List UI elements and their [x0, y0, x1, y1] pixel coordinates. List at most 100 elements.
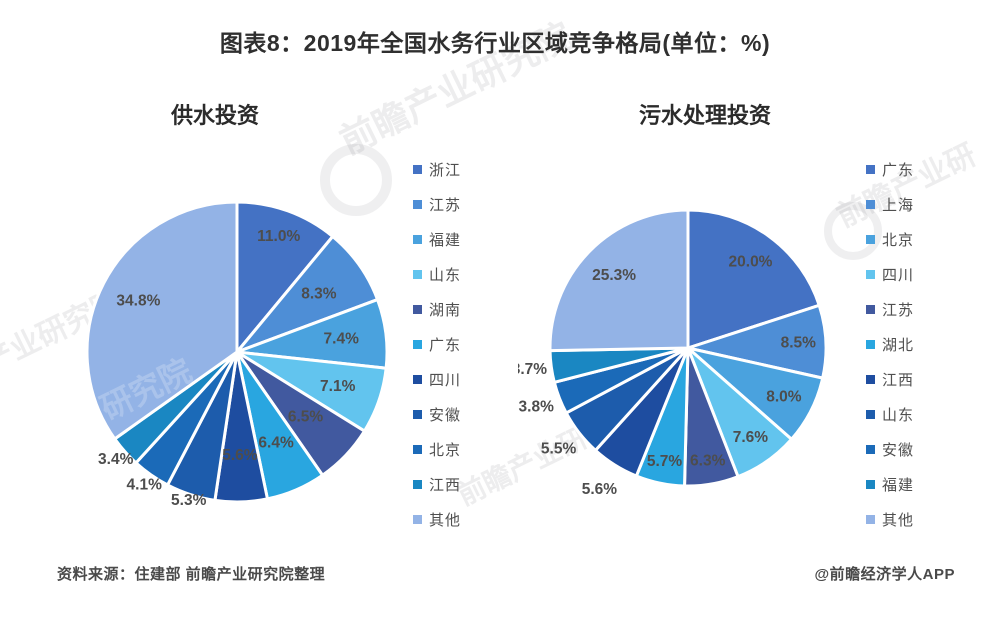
legend-item: 江西 [866, 368, 914, 390]
pie-slice-label: 5.6% [222, 447, 258, 464]
pie-slice [235, 200, 335, 354]
legend-item: 福建 [413, 228, 461, 250]
pie-chart-water-supply: 11.0% 8.3% 7.4% 7.1% 6.5% 6.4%5.6% 5.3% 4.1% 3.4… [85, 200, 389, 509]
legend-item: 其他 [413, 508, 461, 530]
legend-label: 其他 [882, 511, 915, 529]
legend-label: 北京 [429, 441, 462, 459]
legend-label: 福建 [882, 476, 915, 494]
legend-swatch-icon [413, 164, 422, 174]
legend-item: 广东 [413, 333, 461, 355]
legend-item: 江苏 [866, 298, 914, 320]
pie-slice-label: 4.1% [127, 476, 163, 493]
legend-item: 四川 [866, 263, 914, 285]
pie-slice-label: 7.6% [733, 429, 769, 446]
pie-slice-label: 7.1% [320, 378, 356, 395]
legend-swatch-icon [866, 164, 875, 174]
pie-slice-label: 11.0% [257, 228, 300, 245]
legend-item: 其他 [866, 508, 914, 530]
pie-slice-label: 25.3% [592, 267, 636, 284]
legend-label: 山东 [882, 406, 915, 424]
pie-slice-label: 3.4% [98, 451, 134, 468]
legend-swatch-icon [866, 514, 875, 524]
pie-slice-label: 5.5% [541, 441, 577, 458]
legend-swatch-icon [413, 269, 422, 279]
legend-item: 广东 [866, 158, 914, 180]
footer-credit: @前瞻经济学人APP [814, 566, 955, 583]
legend-label: 湖南 [429, 301, 462, 319]
pie-slice-label: 8.5% [781, 334, 817, 351]
legend-label: 广东 [429, 336, 462, 354]
legend-item: 湖北 [866, 333, 914, 355]
legend-swatch-icon [413, 304, 422, 314]
legend-label: 江苏 [429, 196, 462, 214]
legend-water-supply: 浙江江苏福建山东湖南广东四川安徽北京江西其他 [413, 158, 461, 530]
legend-label: 广东 [882, 161, 915, 179]
pie-slice-label: 5.7% [647, 453, 683, 470]
legend-item: 湖南 [413, 298, 461, 320]
legend-label: 福建 [429, 231, 462, 249]
legend-label: 安徽 [882, 441, 915, 459]
pie-slice-label: 20.0% [729, 254, 773, 271]
legend-label: 江苏 [882, 301, 915, 319]
legend-item: 山东 [866, 403, 914, 425]
legend-swatch-icon [866, 339, 875, 349]
legend-item: 江苏 [413, 193, 461, 215]
legend-swatch-icon [413, 444, 422, 454]
legend-swatch-icon [413, 514, 422, 524]
legend-label: 浙江 [429, 161, 462, 179]
footer-source: 资料来源：住建部 前瞻产业研究院整理 [57, 566, 326, 583]
pie-slice-label: 34.8% [116, 293, 160, 310]
pie-chart-sewage-treatment: 20.0% 8.5% 8.0% 7.6% 6.3% 5.7% 5.6% 5.5% 3.8% 3.7… [518, 208, 828, 498]
legend-label: 江西 [882, 371, 915, 389]
subtitle-sewage-treatment: 污水处理投资 [638, 103, 771, 128]
legend-swatch-icon [866, 304, 875, 314]
pie-slice-label: 7.4% [324, 331, 360, 348]
legend-label: 江西 [429, 476, 462, 494]
legend-item: 安徽 [866, 438, 914, 460]
pie-slice-label: 6.5% [288, 409, 324, 426]
legend-label: 四川 [882, 266, 915, 284]
legend-swatch-icon [413, 199, 422, 209]
legend-item: 浙江 [413, 158, 461, 180]
legend-swatch-icon [413, 479, 422, 489]
legend-swatch-icon [866, 409, 875, 419]
pie-slice-label: 5.3% [171, 492, 207, 509]
legend-swatch-icon [413, 374, 422, 384]
legend-label: 山东 [429, 266, 462, 284]
pie-slice-label: 3.7% [518, 361, 547, 378]
legend-label: 北京 [882, 231, 915, 249]
legend-item: 四川 [413, 368, 461, 390]
legend-swatch-icon [866, 374, 875, 384]
pie-slice [548, 208, 690, 353]
legend-label: 湖北 [882, 336, 915, 354]
legend-item: 山东 [413, 263, 461, 285]
legend-swatch-icon [866, 269, 875, 279]
legend-item: 上海 [866, 193, 914, 215]
legend-swatch-icon [866, 199, 875, 209]
legend-item: 福建 [866, 473, 914, 495]
pie-slice-label: 8.3% [301, 285, 337, 302]
legend-item: 安徽 [413, 403, 461, 425]
chart-title: 图表8：2019年全国水务行业区域竞争格局(单位：%) [219, 30, 771, 56]
pie-slice-label: 5.6% [582, 481, 618, 498]
legend-item: 北京 [413, 438, 461, 460]
pie-slice-label: 6.3% [690, 452, 726, 469]
legend-item: 北京 [866, 228, 914, 250]
legend-swatch-icon [866, 444, 875, 454]
legend-label: 四川 [429, 371, 462, 389]
legend-swatch-icon [413, 234, 422, 244]
subtitle-water-supply: 供水投资 [170, 103, 259, 128]
legend-swatch-icon [866, 479, 875, 489]
pie-slice-label: 8.0% [766, 388, 802, 405]
legend-item: 江西 [413, 473, 461, 495]
legend-label: 上海 [882, 196, 915, 214]
legend-swatch-icon [413, 339, 422, 349]
pie-slice [686, 208, 821, 350]
legend-swatch-icon [866, 234, 875, 244]
pie-slice-label: 6.4% [258, 435, 294, 452]
legend-label: 其他 [429, 511, 462, 529]
legend-label: 安徽 [429, 406, 462, 424]
pie-slice [85, 200, 239, 441]
pie-slice-label: 3.8% [519, 399, 555, 416]
legend-sewage-treatment: 广东上海北京四川江苏湖北江西山东安徽福建其他 [866, 158, 914, 530]
